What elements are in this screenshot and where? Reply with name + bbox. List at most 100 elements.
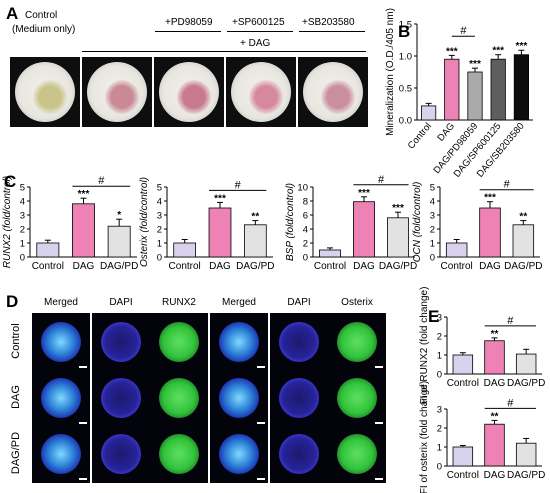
y-tick-label: 2 xyxy=(430,225,435,236)
y-tick-label: 0 xyxy=(303,253,308,264)
y-tick-label: 3 xyxy=(430,211,435,222)
culture-dish-4 xyxy=(226,57,296,127)
significance-mark: *** xyxy=(446,46,458,57)
micrograph-green xyxy=(328,369,386,427)
y-tick-label: 1 xyxy=(437,351,442,362)
y-axis-label: OCN (fold/control) xyxy=(412,182,423,263)
y-tick-label: 1.5 xyxy=(399,20,412,31)
dag-label: + DAG xyxy=(240,38,271,49)
micrograph-dapi xyxy=(270,425,328,483)
scale-bar xyxy=(257,366,265,368)
dish-plate xyxy=(231,62,291,122)
micrograph-green xyxy=(328,313,386,371)
stained-cells xyxy=(105,80,139,114)
y-axis-label: Osterix (fold/control) xyxy=(139,177,150,267)
bar xyxy=(452,446,474,467)
bracket-label: # xyxy=(504,179,511,191)
y-tick-label: 3 xyxy=(437,313,442,324)
significance-mark: ** xyxy=(519,212,527,223)
y-tick-label: 2 xyxy=(20,225,25,236)
micrograph-dapi xyxy=(270,369,328,427)
scale-bar xyxy=(257,422,265,424)
column-label-runx2: RUNX2 xyxy=(162,297,196,308)
bracket-label: # xyxy=(460,25,467,37)
cell-aggregate xyxy=(279,434,319,474)
culture-dish-1 xyxy=(10,57,80,127)
micrograph-merged xyxy=(32,369,90,427)
inhibitor-line-sp xyxy=(227,31,293,32)
y-tick-label: 1 xyxy=(157,239,162,250)
category-label: Control xyxy=(447,378,479,389)
y-axis-label: BSP (fold/control) xyxy=(285,183,296,261)
stained-cells xyxy=(249,80,283,114)
category-label: DAG/PD xyxy=(507,378,545,389)
significance-mark: *** xyxy=(492,46,504,57)
micrograph-green xyxy=(150,425,208,483)
cell-aggregate xyxy=(337,378,377,418)
category-label: DAG/PD xyxy=(504,261,542,272)
bar xyxy=(484,423,505,467)
y-tick-label: 0 xyxy=(20,253,25,264)
y-tick-label: 3 xyxy=(20,211,25,222)
bar xyxy=(353,201,375,258)
y-tick-label: 3 xyxy=(157,211,162,222)
micrograph-merged xyxy=(32,313,90,371)
category-label: DAG/PD xyxy=(100,261,138,272)
category-label: Control xyxy=(32,261,64,272)
bar xyxy=(513,54,529,121)
scale-bar xyxy=(79,478,87,480)
bracket-label: # xyxy=(507,397,514,409)
panel-d-letter: D xyxy=(6,292,19,311)
cell-aggregate xyxy=(337,434,377,474)
cell-aggregate xyxy=(337,322,377,362)
bar xyxy=(490,58,506,121)
y-tick-label: 0.5 xyxy=(399,84,412,95)
y-tick-label: 10 xyxy=(297,183,308,194)
y-tick-label: 5 xyxy=(20,183,25,194)
stained-cells xyxy=(321,80,355,114)
category-label: Control xyxy=(441,261,473,272)
cell-aggregate xyxy=(101,322,141,362)
bar xyxy=(36,242,60,258)
micrograph-dapi xyxy=(92,425,150,483)
bar xyxy=(484,340,505,375)
cell-aggregate xyxy=(159,322,199,362)
control-label: Control xyxy=(25,10,58,21)
bar xyxy=(107,225,131,258)
micrograph-green xyxy=(150,313,208,371)
y-tick-label: 1 xyxy=(437,443,442,454)
category-label: Control xyxy=(314,261,346,272)
y-tick-label: 4 xyxy=(20,197,25,208)
dish-plate xyxy=(159,62,219,122)
cell-aggregate xyxy=(41,434,81,474)
y-tick-label: 1.0 xyxy=(399,52,412,63)
bar xyxy=(444,58,460,121)
inhibitor-label-pd: +PD98059 xyxy=(165,17,213,28)
cell-aggregate xyxy=(219,322,259,362)
cell-aggregate xyxy=(279,322,319,362)
significance-mark: ** xyxy=(491,329,499,340)
category-label: Control xyxy=(169,261,201,272)
dag-line xyxy=(82,51,366,52)
cell-aggregate xyxy=(41,322,81,362)
bar xyxy=(515,442,537,467)
cell-aggregate xyxy=(101,434,141,474)
scale-bar xyxy=(375,366,383,368)
cell-aggregate xyxy=(219,434,259,474)
y-tick-label: 2 xyxy=(437,332,442,343)
bracket-label: # xyxy=(378,174,385,186)
y-tick-label: 0 xyxy=(437,370,442,381)
micrograph-merged xyxy=(210,369,268,427)
category-label: DAG/PD xyxy=(236,261,274,272)
dish-plate xyxy=(87,62,147,122)
micrograph-green xyxy=(328,425,386,483)
significance-mark: ** xyxy=(251,212,259,223)
stained-cells xyxy=(177,80,211,114)
scale-bar xyxy=(79,366,87,368)
micrograph-dapi xyxy=(92,369,150,427)
bracket-label: # xyxy=(98,175,105,187)
bar xyxy=(479,207,501,258)
y-tick-label: 2 xyxy=(157,225,162,236)
category-label: DAG xyxy=(73,261,95,272)
